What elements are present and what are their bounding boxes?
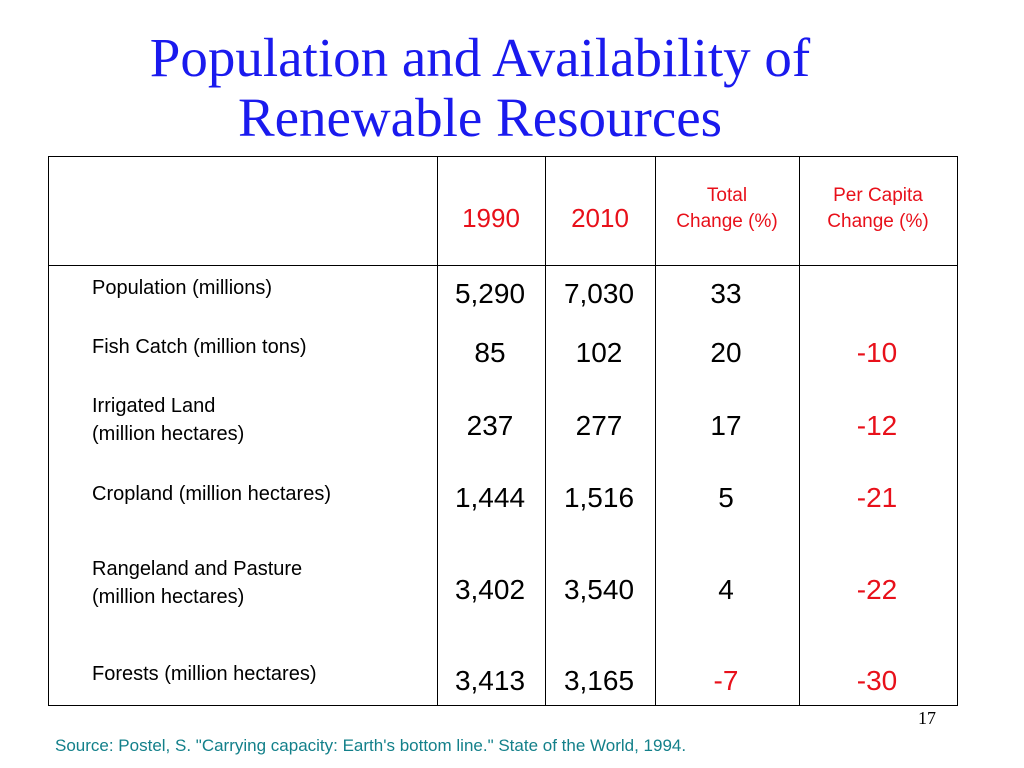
cell-forests-1990: 3,413: [454, 665, 526, 696]
header-total-change-line-2: Change (%): [676, 211, 778, 232]
cell-forests-per-capita: -30: [856, 665, 898, 696]
header-2010: 2010: [571, 203, 629, 233]
header-per-capita-line-1: Per Capita: [833, 185, 923, 206]
cell-irrigated-land-1990: 237: [466, 410, 514, 441]
cell-rangeland-2010: 3,540: [563, 574, 635, 605]
header-per-capita-change: Per Capita Change (%): [799, 183, 957, 235]
row-label-forests: Forests (million hectares): [92, 663, 317, 685]
cell-irrigated-land-2010: 277: [575, 410, 623, 441]
row-label-rangeland-line-2: (million hectares): [92, 586, 245, 608]
cell-fish-catch-1990: 85: [474, 337, 506, 368]
row-label-population: Population (millions): [92, 277, 273, 299]
slide-title: Population and Availability of Renewable…: [0, 28, 960, 148]
cell-fish-catch-2010: 102: [575, 337, 623, 368]
slide-title-line-1: Population and Availability of: [149, 27, 811, 88]
cell-cropland-2010: 1,516: [563, 482, 635, 513]
cell-fish-catch-per-capita: -10: [856, 337, 898, 368]
cell-cropland-per-capita: -21: [856, 482, 898, 513]
cell-irrigated-land-total: 17: [710, 410, 742, 441]
row-label-irrigated-land-line-2: (million hectares): [92, 423, 245, 445]
resources-table: 1990 2010 Total Change (%) Per Capita Ch…: [48, 156, 958, 706]
source-citation: Source: Postel, S. "Carrying capacity: E…: [55, 736, 687, 755]
cell-population-total: 33: [710, 278, 742, 309]
column-divider-total: [655, 157, 656, 705]
cell-population-2010: 7,030: [563, 278, 635, 309]
cell-rangeland-1990: 3,402: [454, 574, 526, 605]
header-divider: [49, 265, 957, 266]
header-total-change: Total Change (%): [655, 183, 799, 235]
row-label-cropland: Cropland (million hectares): [92, 483, 331, 505]
column-divider-per-capita: [799, 157, 800, 705]
cell-forests-2010: 3,165: [563, 665, 635, 696]
cell-forests-total: -7: [713, 665, 739, 696]
cell-cropland-total: 5: [718, 482, 734, 513]
cell-cropland-1990: 1,444: [454, 482, 526, 513]
header-total-change-line-1: Total: [706, 185, 748, 206]
page-number: 17: [918, 708, 936, 728]
cell-irrigated-land-per-capita: -12: [856, 410, 898, 441]
cell-rangeland-per-capita: -22: [856, 574, 898, 605]
cell-rangeland-total: 4: [718, 574, 734, 605]
slide-title-line-2: Renewable Resources: [237, 87, 723, 148]
row-label-rangeland: Rangeland and Pasture (million hectares): [92, 555, 302, 611]
column-divider-1990: [437, 157, 438, 705]
header-per-capita-line-2: Change (%): [827, 211, 929, 232]
row-label-fish-catch: Fish Catch (million tons): [92, 336, 307, 358]
row-label-rangeland-line-1: Rangeland and Pasture: [92, 558, 303, 580]
row-label-irrigated-land-line-1: Irrigated Land: [92, 395, 216, 417]
row-label-irrigated-land: Irrigated Land (million hectares): [92, 392, 244, 448]
column-divider-2010: [545, 157, 546, 705]
cell-fish-catch-total: 20: [710, 337, 742, 368]
header-1990: 1990: [462, 203, 520, 233]
cell-population-1990: 5,290: [454, 278, 526, 309]
